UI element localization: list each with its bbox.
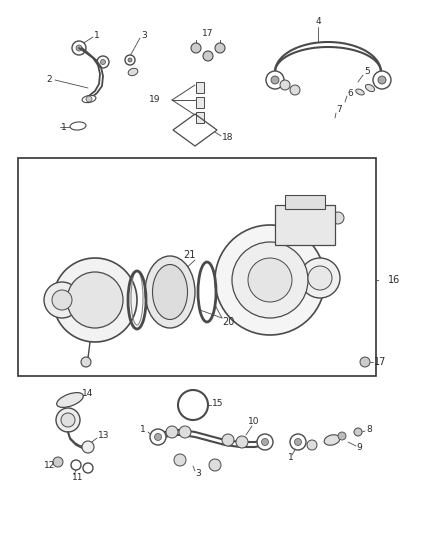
Bar (196, 97, 204, 108)
Circle shape (360, 357, 370, 367)
Ellipse shape (70, 122, 86, 130)
Circle shape (248, 258, 292, 302)
Ellipse shape (57, 393, 83, 407)
Text: 12: 12 (44, 461, 55, 470)
Bar (196, 112, 204, 123)
Circle shape (300, 258, 340, 298)
Circle shape (150, 429, 166, 445)
Text: 20: 20 (222, 317, 234, 327)
Circle shape (215, 225, 325, 335)
Circle shape (179, 426, 191, 438)
Circle shape (56, 408, 80, 432)
Text: 17: 17 (374, 357, 386, 367)
Text: 10: 10 (248, 417, 259, 426)
Text: 1: 1 (61, 123, 67, 132)
Text: 21: 21 (183, 250, 195, 260)
Bar (18, 158, 376, 376)
Circle shape (290, 85, 300, 95)
Text: 16: 16 (388, 275, 400, 285)
Text: 6: 6 (347, 88, 353, 98)
Text: 5: 5 (364, 68, 370, 77)
Text: 1: 1 (140, 425, 146, 434)
Circle shape (86, 96, 92, 102)
Circle shape (67, 272, 123, 328)
Ellipse shape (324, 435, 340, 445)
Ellipse shape (365, 84, 374, 92)
Circle shape (97, 56, 109, 68)
Ellipse shape (128, 68, 138, 76)
Circle shape (307, 440, 317, 450)
Text: 11: 11 (72, 473, 84, 482)
Ellipse shape (356, 89, 364, 95)
Ellipse shape (152, 264, 187, 319)
Circle shape (215, 43, 225, 53)
Circle shape (308, 266, 332, 290)
Text: 13: 13 (98, 431, 110, 440)
Circle shape (290, 434, 306, 450)
Circle shape (44, 282, 80, 318)
Text: 3: 3 (195, 470, 201, 479)
Circle shape (294, 439, 301, 446)
Circle shape (81, 357, 91, 367)
Text: 2: 2 (46, 76, 52, 85)
Text: 8: 8 (366, 425, 372, 434)
Bar (196, 82, 204, 93)
Text: 1: 1 (94, 30, 100, 39)
Text: 19: 19 (148, 95, 160, 104)
Text: 1: 1 (288, 454, 294, 463)
Circle shape (61, 413, 75, 427)
Circle shape (373, 71, 391, 89)
Circle shape (338, 432, 346, 440)
Bar (275, 205, 335, 245)
Circle shape (232, 242, 308, 318)
Circle shape (236, 436, 248, 448)
Circle shape (166, 426, 178, 438)
Text: 7: 7 (336, 106, 342, 115)
Circle shape (155, 433, 162, 440)
Circle shape (266, 71, 284, 89)
Circle shape (378, 76, 386, 84)
Text: 18: 18 (222, 133, 233, 142)
Circle shape (261, 439, 268, 446)
Circle shape (174, 454, 186, 466)
Circle shape (76, 45, 82, 51)
Circle shape (332, 212, 344, 224)
Circle shape (53, 258, 137, 342)
Circle shape (222, 434, 234, 446)
Text: 14: 14 (82, 389, 93, 398)
Text: 3: 3 (141, 31, 147, 41)
Text: 15: 15 (212, 400, 223, 408)
Circle shape (128, 58, 132, 62)
Ellipse shape (145, 256, 195, 328)
Circle shape (52, 290, 72, 310)
Circle shape (271, 76, 279, 84)
Circle shape (125, 55, 135, 65)
Circle shape (191, 43, 201, 53)
Circle shape (203, 51, 213, 61)
Text: 4: 4 (315, 18, 321, 27)
Text: 9: 9 (356, 443, 362, 453)
Circle shape (354, 428, 362, 436)
Circle shape (53, 457, 63, 467)
Text: 17: 17 (202, 29, 214, 38)
Circle shape (209, 459, 221, 471)
Circle shape (280, 80, 290, 90)
Ellipse shape (82, 95, 96, 103)
Circle shape (100, 60, 106, 64)
Circle shape (72, 41, 86, 55)
Circle shape (257, 434, 273, 450)
Circle shape (82, 441, 94, 453)
Bar (285, 195, 325, 209)
